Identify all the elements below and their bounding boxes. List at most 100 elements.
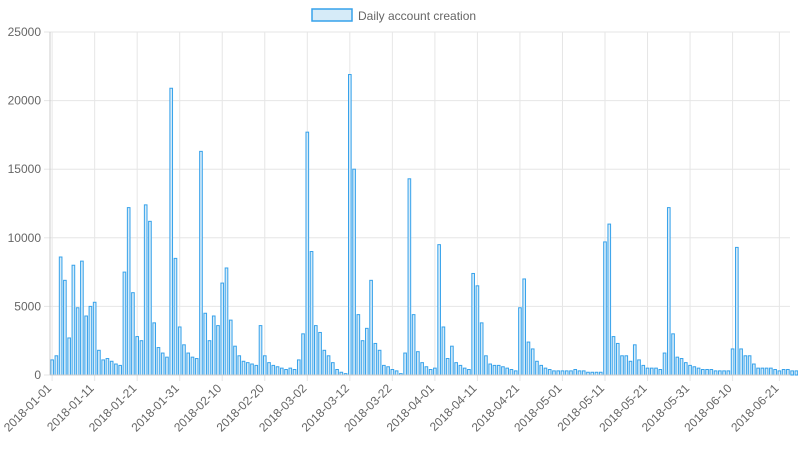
bar[interactable] [471,272,475,376]
bar[interactable] [335,369,339,376]
bar[interactable] [530,348,535,376]
bar[interactable] [67,337,71,376]
bar[interactable] [445,358,450,376]
bar[interactable] [88,305,93,376]
bar[interactable] [386,366,390,376]
bar[interactable] [250,363,254,376]
bar[interactable] [241,360,246,376]
bar[interactable] [156,347,161,376]
bar[interactable] [271,364,276,376]
bar[interactable] [649,367,654,376]
bar[interactable] [441,326,446,376]
bar[interactable] [645,367,650,376]
bar[interactable] [365,327,369,376]
bar[interactable] [97,349,101,376]
bar[interactable] [194,358,199,376]
bar[interactable] [654,367,658,376]
bar[interactable] [577,370,582,376]
bar[interactable] [700,369,705,376]
bar[interactable] [501,366,505,376]
bar[interactable] [492,364,497,376]
bar[interactable] [552,370,556,376]
bar[interactable] [564,370,569,376]
bar[interactable] [781,369,786,376]
bar[interactable] [739,348,743,376]
legend[interactable]: Daily account creation [311,8,476,23]
bar[interactable] [454,362,458,376]
bar[interactable] [615,342,620,376]
bar[interactable] [743,355,748,376]
bar[interactable] [416,351,420,376]
bar[interactable] [279,367,284,376]
bar[interactable] [467,369,471,376]
bar[interactable] [131,292,135,376]
bar[interactable] [114,363,118,376]
bar[interactable] [105,358,110,376]
bar[interactable] [747,355,752,376]
bar[interactable] [233,345,237,376]
bar[interactable] [296,359,301,376]
bar[interactable] [556,370,561,376]
bar[interactable] [403,352,407,376]
bar[interactable] [326,355,331,376]
bar[interactable] [662,352,667,376]
bar[interactable] [769,367,773,376]
bar[interactable] [407,178,412,376]
bar[interactable] [148,220,152,376]
bar[interactable] [360,340,365,376]
bar[interactable] [318,331,322,376]
bar[interactable] [50,359,54,376]
bar[interactable] [424,366,429,376]
bar[interactable] [539,364,544,376]
bar[interactable] [237,355,242,376]
bar[interactable] [80,260,84,376]
bar[interactable] [173,257,178,376]
bar[interactable] [369,279,373,376]
bar[interactable] [348,74,352,376]
bar[interactable] [764,367,769,376]
bar[interactable] [220,282,225,376]
bar[interactable] [433,367,437,376]
bar[interactable] [522,278,527,376]
bar[interactable] [309,251,314,376]
bar[interactable] [224,267,229,376]
bar[interactable] [356,314,361,376]
bar[interactable] [722,370,726,376]
bar[interactable] [58,256,63,376]
bar[interactable] [624,355,629,376]
bar[interactable] [688,364,692,376]
bar[interactable] [730,348,735,376]
bar[interactable] [496,364,501,376]
bar[interactable] [420,362,424,376]
bar[interactable] [683,362,688,376]
bar[interactable] [177,326,182,376]
bar[interactable] [377,349,382,376]
bar[interactable] [428,369,433,376]
bar[interactable] [245,362,250,376]
bar[interactable] [139,340,144,376]
bar[interactable] [658,369,663,376]
bar[interactable] [92,301,97,376]
bar[interactable] [581,370,586,376]
bar[interactable] [666,207,671,376]
bar[interactable] [458,364,463,376]
bar[interactable] [760,367,765,376]
bar[interactable] [152,322,157,376]
bar[interactable] [794,370,798,376]
bar[interactable] [262,355,267,376]
bar[interactable] [462,367,467,376]
bar[interactable] [292,369,297,376]
bar[interactable] [786,369,790,376]
bar[interactable] [484,355,488,376]
bar[interactable] [109,360,114,376]
bar[interactable] [101,359,105,376]
bar[interactable] [75,307,80,376]
bar[interactable] [526,341,531,376]
bar[interactable] [126,207,131,376]
bar[interactable] [118,364,122,376]
bar[interactable] [228,319,233,376]
bar[interactable] [696,367,701,376]
bar[interactable] [671,333,675,376]
bar[interactable] [322,349,327,376]
bar[interactable] [450,345,454,376]
